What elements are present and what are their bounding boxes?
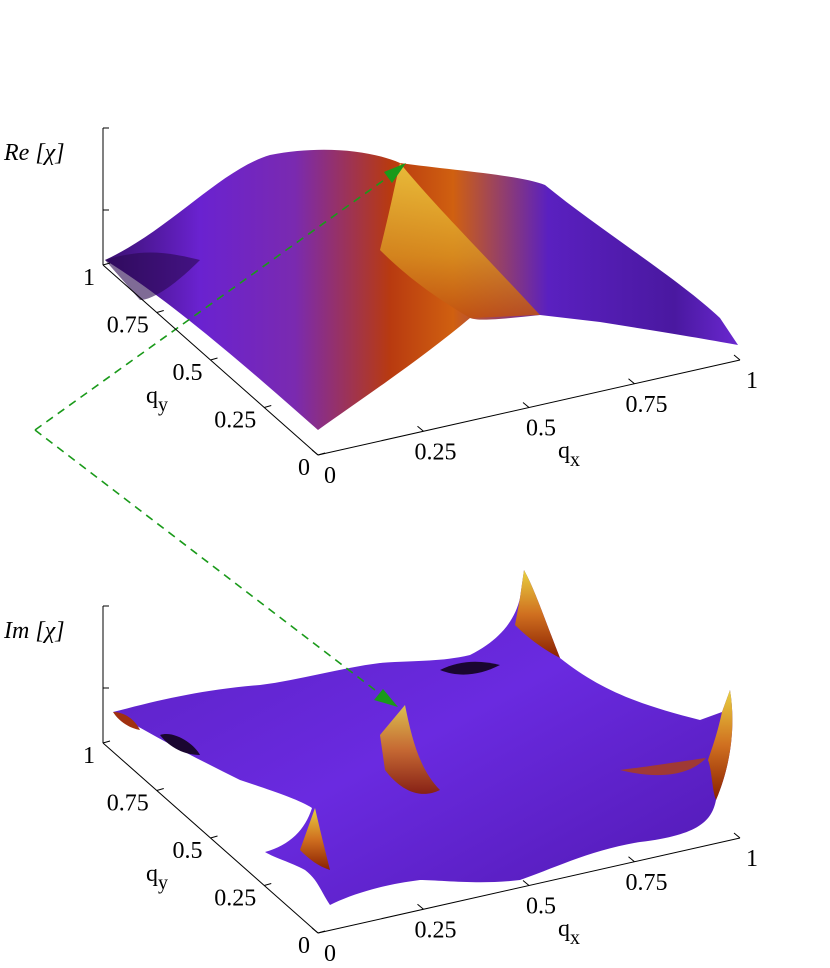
x-tick	[417, 903, 424, 910]
x-tick	[522, 880, 530, 886]
y-tick-label: 0.25	[214, 408, 256, 434]
y-tick-label: 0	[298, 933, 310, 959]
y-tick	[156, 310, 164, 313]
y-label: qy	[146, 383, 168, 416]
x-tick	[733, 354, 741, 361]
y-tick	[210, 835, 218, 839]
y-label-symbol: q	[146, 383, 158, 409]
y-label-subscript: y	[158, 394, 168, 416]
x-label-subscript: x	[570, 927, 580, 949]
x-label: qx	[558, 916, 580, 949]
x-tick-label: 0	[324, 463, 336, 489]
x-tick-label: 0.5	[526, 416, 556, 442]
y-tick	[264, 883, 272, 886]
y-tick-label: 0	[298, 455, 310, 481]
x-tick	[733, 832, 741, 839]
x-tick-label: 0	[324, 941, 336, 967]
x-tick-label: 0.5	[526, 894, 556, 920]
y-tick-label: 0.75	[107, 791, 149, 817]
y-tick-label: 1	[83, 265, 95, 291]
y-label-symbol: q	[146, 861, 158, 887]
y-tick	[102, 740, 111, 744]
y-tick	[210, 357, 218, 361]
y-tick	[156, 788, 164, 791]
y-tick	[264, 405, 272, 408]
x-tick-label: 1	[746, 846, 758, 872]
y-label: qy	[146, 861, 168, 894]
y-label-subscript: y	[158, 872, 168, 894]
x-tick-label: 0.75	[626, 392, 668, 418]
x-tick-label: 0.75	[626, 870, 668, 896]
x-label-symbol: q	[558, 916, 570, 942]
y-tick-label: 0.25	[214, 886, 256, 912]
z-label: Re [χ]	[3, 140, 65, 166]
y-tick-label: 0.75	[107, 313, 149, 339]
arrows	[34, 169, 399, 701]
x-tick-label: 0.25	[415, 917, 457, 943]
x-tick	[311, 449, 319, 456]
x-tick	[311, 927, 319, 934]
x-label: qx	[558, 438, 580, 471]
arrow-heads	[374, 163, 406, 707]
surface	[105, 149, 738, 430]
y-tick	[317, 452, 326, 456]
y-tick	[317, 930, 326, 934]
y-tick	[102, 262, 111, 266]
surface	[113, 570, 733, 905]
x-tick	[417, 425, 424, 432]
z-label: Im [χ]	[3, 618, 65, 644]
x-tick	[628, 856, 635, 863]
y-tick-label: 0.5	[173, 360, 203, 386]
y-tick-label: 1	[83, 743, 95, 769]
x-tick	[522, 402, 530, 408]
x-label-subscript: x	[570, 449, 580, 471]
x-tick-label: 1	[746, 368, 758, 394]
x-tick	[628, 378, 635, 385]
x-label-symbol: q	[558, 438, 570, 464]
x-tick-label: 0.25	[415, 439, 457, 465]
y-tick-label: 0.5	[173, 838, 203, 864]
